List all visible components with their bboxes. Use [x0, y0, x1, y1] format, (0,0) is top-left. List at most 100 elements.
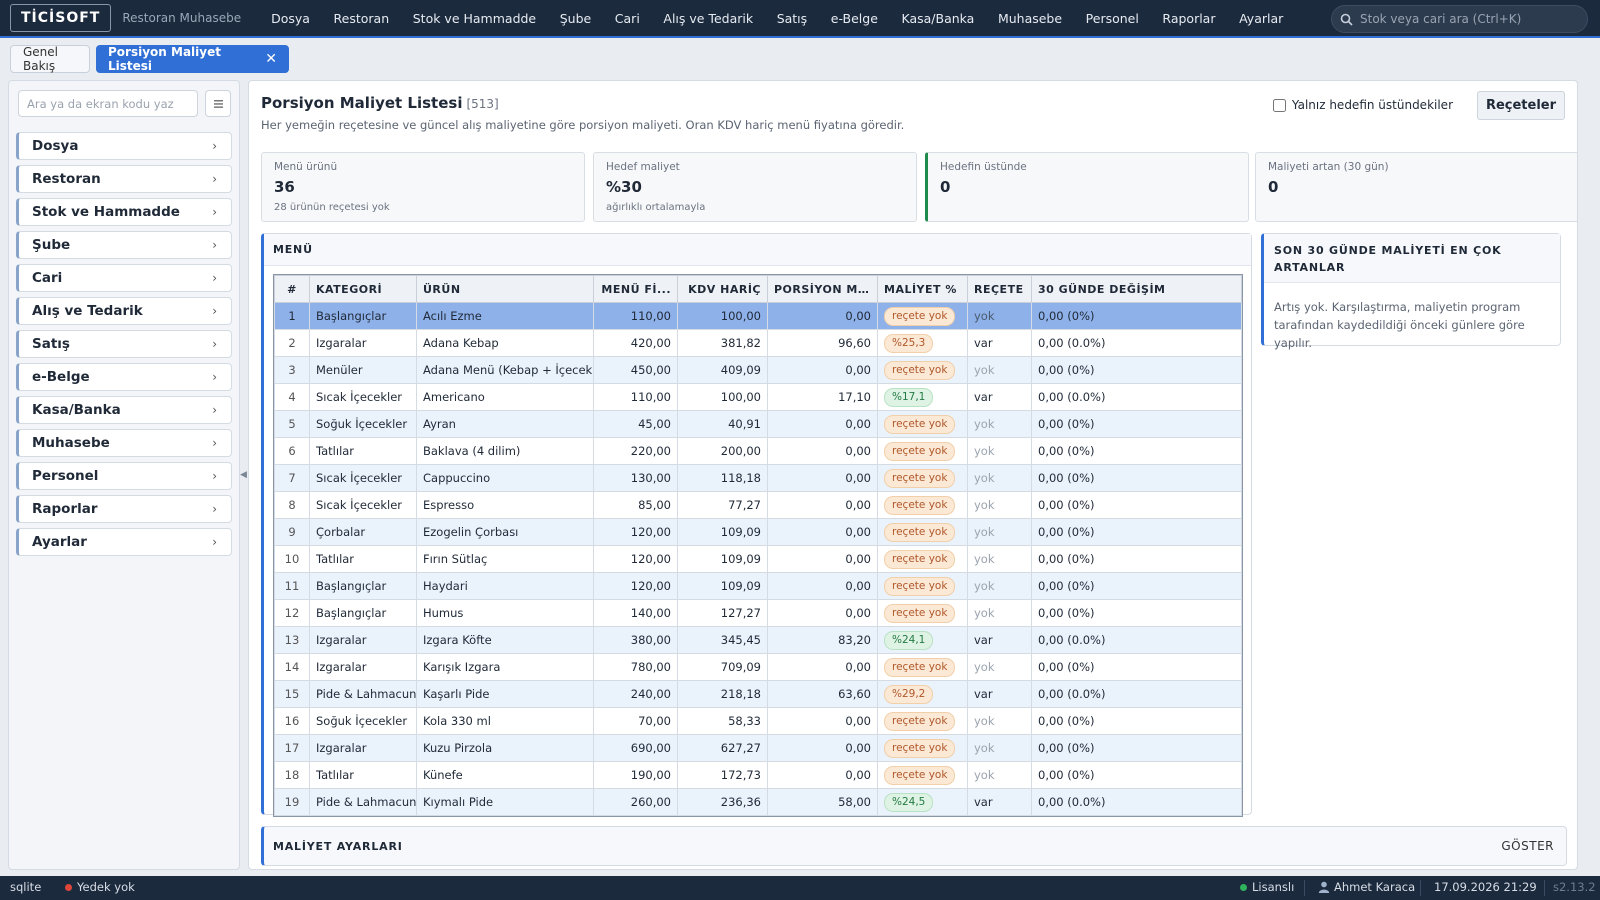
show-settings-button[interactable]: GÖSTER [1501, 839, 1554, 853]
page-title: Porsiyon Maliyet Listesi [513] [261, 94, 499, 112]
col-header-portion-cost[interactable]: PORSİYON M... [767, 275, 878, 303]
table-row[interactable]: 17 Izgaralar Kuzu Pirzola 690,00 627,27 0,00 r… [274, 734, 1242, 762]
row-product: Adana Menü (Kebap + İçecek) [416, 356, 594, 384]
row-product: Haydari [416, 572, 594, 600]
row-30day-change: 0,00 (0.0%) [1031, 626, 1242, 654]
row-portion-cost: 0,00 [767, 302, 878, 330]
menu-cari[interactable]: Cari [614, 10, 640, 26]
backup-status[interactable]: Yedek yok [65, 880, 135, 894]
col-header-cost-percent[interactable]: MALİYET % [877, 275, 968, 303]
top-increases-card: SON 30 GÜNDE MALİYETİ EN ÇOK ARTANLAR Ar… [1261, 233, 1561, 350]
sidebar-item-muhasebe[interactable]: Muhasebe › [16, 429, 232, 457]
table-row[interactable]: 15 Pide & Lahmacun Kaşarlı Pide 240,00 218,1… [274, 680, 1242, 708]
row-cost-percent: reçete yok [877, 599, 968, 627]
sidebar-item-kasa-banka[interactable]: Kasa/Banka › [16, 396, 232, 424]
row-cost-percent: reçete yok [877, 518, 968, 546]
sidebar-item-alis[interactable]: Alış ve Tedarik › [16, 297, 232, 325]
col-header-recipe[interactable]: REÇETE [967, 275, 1032, 303]
row-category: Pide & Lahmacun [309, 788, 417, 816]
menu-satis[interactable]: Satış [776, 10, 808, 26]
table-row[interactable]: 12 Başlangıçlar Humus 140,00 127,27 0,00 reçet… [274, 599, 1242, 627]
sidebar-item-sube[interactable]: Şube › [16, 231, 232, 259]
col-header-excl-vat[interactable]: KDV HARİÇ [677, 275, 768, 303]
menu-restoran[interactable]: Restoran [333, 10, 390, 26]
table-row[interactable]: 8 Sıcak İçecekler Espresso 85,00 77,27 0,00 re… [274, 491, 1242, 519]
only-above-target-filter[interactable]: Yalnız hedefin üstündekiler [1272, 98, 1453, 112]
only-above-target-checkbox[interactable] [1272, 98, 1286, 112]
table-row[interactable]: 2 Izgaralar Adana Kebap 420,00 381,82 96,60 %2… [274, 329, 1242, 357]
col-header-category[interactable]: KATEGORİ [309, 275, 417, 303]
sidebar-item-stok[interactable]: Stok ve Hammadde › [16, 198, 232, 226]
table-row[interactable]: 1 Başlangıçlar Acılı Ezme 110,00 100,00 0,00 r… [274, 302, 1242, 330]
menu-kasa-banka[interactable]: Kasa/Banka [901, 10, 975, 26]
sidebar-item-e-belge[interactable]: e-Belge › [16, 363, 232, 391]
close-icon[interactable]: ✕ [265, 51, 277, 67]
global-search-input[interactable] [1360, 12, 1570, 26]
menu-sube[interactable]: Şube [559, 10, 592, 26]
table-row[interactable]: 19 Pide & Lahmacun Kıymalı Pide 260,00 236,3… [274, 788, 1242, 816]
table-row[interactable]: 10 Tatlılar Fırın Sütlaç 120,00 109,09 0,00 re… [274, 545, 1242, 573]
menu-e-belge[interactable]: e-Belge [830, 10, 878, 26]
kpi-label: Maliyeti artan (30 gün) [1268, 161, 1389, 173]
top-increases-title: SON 30 GÜNDE MALİYETİ EN ÇOK ARTANLAR [1264, 234, 1560, 283]
menu-alis-ve-tedarik[interactable]: Alış ve Tedarik [663, 10, 754, 26]
sidebar-item-satis[interactable]: Satış › [16, 330, 232, 358]
status-divider [1304, 880, 1305, 896]
table-row[interactable]: 3 Menüler Adana Menü (Kebap + İçecek) 450,0… [274, 356, 1242, 384]
current-user[interactable]: Ahmet Karaca [1318, 880, 1415, 894]
table-row[interactable]: 18 Tatlılar Künefe 190,00 172,73 0,00 reçete y… [274, 761, 1242, 789]
sidebar-item-restoran[interactable]: Restoran › [16, 165, 232, 193]
sidebar-item-dosya[interactable]: Dosya › [16, 132, 232, 160]
table-row[interactable]: 13 Izgaralar Izgara Köfte 380,00 345,45 83,20… [274, 626, 1242, 654]
col-header-index[interactable]: # [274, 275, 310, 303]
row-category: Izgaralar [309, 626, 417, 654]
row-product: Karışık Izgara [416, 653, 594, 681]
table-row[interactable]: 14 Izgaralar Karışık Izgara 780,00 709,09 0,0… [274, 653, 1242, 681]
menu-list-icon[interactable] [205, 90, 231, 117]
row-30day-change: 0,00 (0%) [1031, 653, 1242, 681]
menu-table: # KATEGORİ ÜRÜN MENÜ Fİ... KDV HARİÇ POR… [273, 274, 1243, 817]
row-excl-vat: 109,09 [677, 518, 768, 546]
table-row[interactable]: 16 Soğuk İçecekler Kola 330 ml 70,00 58,33 0,… [274, 707, 1242, 735]
row-index: 13 [274, 626, 310, 654]
sidebar-item-raporlar[interactable]: Raporlar › [16, 495, 232, 523]
collapse-left-icon[interactable]: ◀ [240, 470, 247, 480]
table-row[interactable]: 4 Sıcak İçecekler Americano 110,00 100,00 17,… [274, 383, 1242, 411]
table-row[interactable]: 9 Çorbalar Ezogelin Çorbası 120,00 109,09 0,0… [274, 518, 1242, 546]
col-header-30day-change[interactable]: 30 GÜNDE DEĞİŞİM [1031, 275, 1242, 303]
status-dot-green-icon [1240, 883, 1247, 891]
sidebar-item-ayarlar[interactable]: Ayarlar › [16, 528, 232, 556]
menu-ayarlar[interactable]: Ayarlar [1239, 10, 1284, 26]
row-30day-change: 0,00 (0.0%) [1031, 680, 1242, 708]
tab-porsiyon-maliyet[interactable]: Porsiyon Maliyet Listesi ✕ [96, 45, 289, 73]
row-portion-cost: 0,00 [767, 599, 878, 627]
row-portion-cost: 0,00 [767, 410, 878, 438]
tab-overview[interactable]: Genel Bakış [10, 45, 90, 73]
chevron-right-icon: › [212, 172, 217, 186]
table-row[interactable]: 11 Başlangıçlar Haydari 120,00 109,09 0,00 reç… [274, 572, 1242, 600]
row-cost-percent: reçete yok [877, 545, 968, 573]
menu-stok-ve-hammadde[interactable]: Stok ve Hammadde [412, 10, 537, 26]
row-menu-price: 120,00 [593, 518, 678, 546]
chevron-right-icon: › [212, 271, 217, 285]
table-row[interactable]: 7 Sıcak İçecekler Cappuccino 130,00 118,18 0,… [274, 464, 1242, 492]
row-excl-vat: 100,00 [677, 383, 768, 411]
recipes-button[interactable]: Reçeteler [1477, 91, 1565, 120]
table-row[interactable]: 5 Soğuk İçecekler Ayran 45,00 40,91 0,00 reçet… [274, 410, 1242, 438]
menu-dosya[interactable]: Dosya [271, 10, 310, 26]
cost-percent-badge: reçete yok [884, 603, 956, 623]
row-30day-change: 0,00 (0%) [1031, 356, 1242, 384]
table-row[interactable]: 6 Tatlılar Baklava (4 dilim) 220,00 200,00 0,… [274, 437, 1242, 465]
app-logo[interactable]: TİCİSOFT [10, 4, 112, 32]
row-index: 5 [274, 410, 310, 438]
menu-muhasebe[interactable]: Muhasebe [997, 10, 1063, 26]
menu-raporlar[interactable]: Raporlar [1162, 10, 1216, 26]
global-search[interactable] [1331, 5, 1588, 33]
row-portion-cost: 0,00 [767, 707, 878, 735]
sidebar-search-input[interactable] [18, 90, 198, 117]
sidebar-item-cari[interactable]: Cari › [16, 264, 232, 292]
sidebar-item-personel[interactable]: Personel › [16, 462, 232, 490]
col-header-menu-price[interactable]: MENÜ Fİ... [593, 275, 678, 303]
col-header-product[interactable]: ÜRÜN [416, 275, 594, 303]
menu-personel[interactable]: Personel [1085, 10, 1139, 26]
